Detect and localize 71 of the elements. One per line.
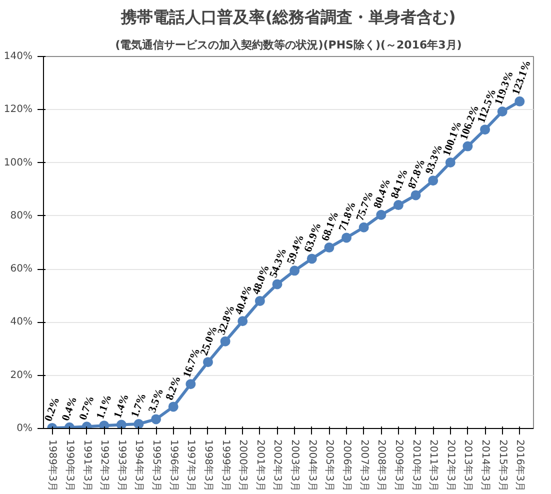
x-tick-label: 2013年3月 — [462, 440, 474, 492]
y-tick-label: 140% — [4, 51, 33, 62]
x-tick-label: 1992年3月 — [98, 440, 111, 492]
x-tick-label: 1994年3月 — [133, 440, 146, 492]
x-tick-label: 1995年3月 — [150, 440, 163, 492]
point — [254, 296, 265, 306]
point — [410, 190, 421, 200]
data-label: 3.5% — [146, 386, 166, 414]
point — [272, 279, 282, 290]
y-tick-label: 100% — [4, 157, 33, 168]
y-tick-label: 120% — [4, 104, 33, 116]
point — [186, 379, 196, 390]
point — [306, 254, 317, 264]
data-label: 0.2% — [42, 396, 62, 424]
point — [462, 141, 473, 152]
x-tick-label: 2005年3月 — [324, 440, 336, 492]
x-tick-label: 2009年3月 — [392, 440, 405, 492]
point — [514, 96, 525, 106]
point — [202, 357, 213, 368]
data-label: 1.4% — [112, 392, 132, 420]
point — [497, 106, 508, 116]
x-tick-label: 1990年3月 — [64, 440, 76, 492]
x-tick-label: 1999年3月 — [220, 440, 232, 492]
data-label: 0.4% — [60, 395, 80, 422]
point — [342, 232, 352, 243]
point — [220, 336, 230, 346]
x-tick-label: 1996年3月 — [168, 440, 180, 492]
x-tick-label: 2002年3月 — [272, 440, 284, 492]
point — [324, 242, 334, 253]
point — [445, 158, 456, 168]
point — [393, 200, 404, 210]
y-tick-label: 60% — [10, 264, 33, 275]
point — [376, 210, 386, 220]
y-tick-label: 40% — [10, 316, 33, 328]
x-tick-label: 1989年3月 — [46, 440, 59, 492]
y-tick-label: 0% — [16, 423, 33, 434]
x-tick-label: 2010年3月 — [410, 440, 422, 492]
point — [99, 420, 110, 428]
point — [238, 316, 248, 326]
point — [134, 418, 144, 428]
x-tick-label: 2000年3月 — [237, 440, 250, 492]
point — [151, 414, 162, 424]
x-tick-label: 1997年3月 — [185, 440, 198, 492]
x-tick-label: 2012年3月 — [444, 440, 457, 492]
x-tick-label: 2003年3月 — [289, 440, 302, 492]
x-tick-label: 2007年3月 — [358, 440, 370, 492]
point — [480, 124, 490, 135]
x-tick-label: 2011年3月 — [428, 440, 440, 492]
x-tick-label: 2004年3月 — [306, 440, 318, 492]
x-tick-label: 1991年3月 — [81, 440, 94, 492]
chart-subtitle: (電気通信サービスの加入契約数等の状況)(PHS除く)(～2016年3月) — [115, 38, 462, 52]
point — [358, 222, 369, 232]
point — [168, 402, 178, 412]
data-label: 1.1% — [94, 393, 114, 421]
point — [428, 176, 438, 186]
point — [116, 420, 126, 428]
x-tick-label: 2001年3月 — [254, 440, 266, 492]
x-tick-label: 2015年3月 — [496, 440, 509, 492]
x-tick-label: 2006年3月 — [341, 440, 354, 492]
y-tick-label: 80% — [10, 210, 33, 222]
x-tick-label: 2016年3月 — [514, 440, 526, 492]
x-tick-label: 2008年3月 — [376, 440, 388, 492]
x-tick-label: 1993年3月 — [116, 440, 128, 492]
x-tick-label: 1998年3月 — [202, 440, 214, 492]
point — [290, 266, 300, 276]
data-label: 0.7% — [77, 394, 97, 422]
data-label: 8.2% — [164, 374, 184, 402]
chart-title: 携帯電話人口普及率(総務省調査・単身者含む) — [120, 8, 456, 26]
x-tick-label: 2014年3月 — [480, 440, 492, 492]
data-label: 1.7% — [129, 392, 149, 420]
y-tick-label: 20% — [10, 370, 33, 381]
